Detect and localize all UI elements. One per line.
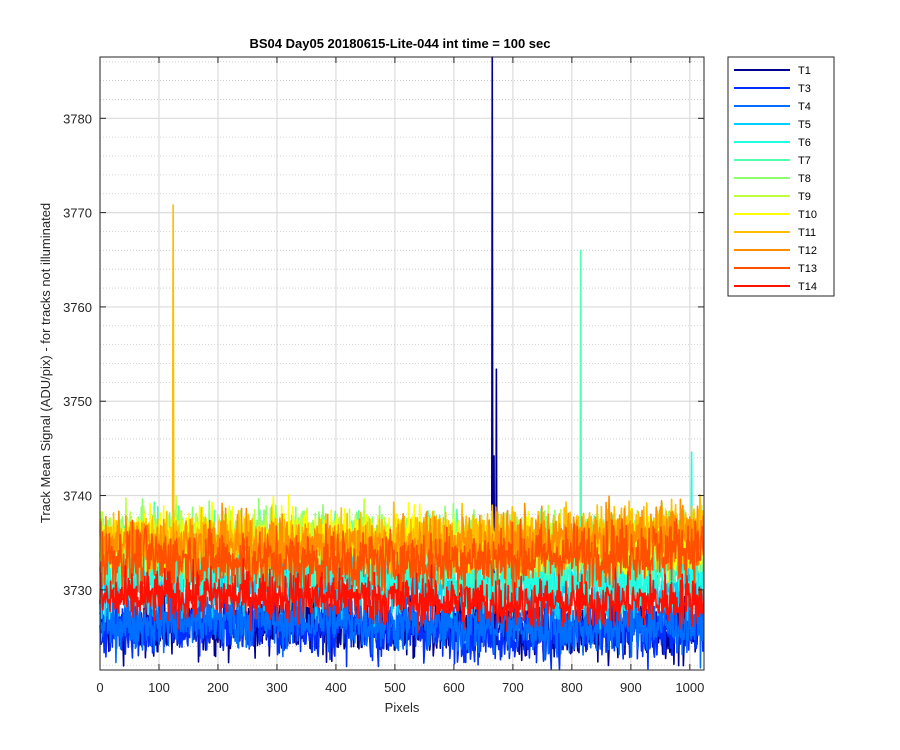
x-tick-label: 600 bbox=[443, 680, 465, 695]
x-tick-label: 1000 bbox=[675, 680, 704, 695]
legend-label-t14: T14 bbox=[798, 281, 817, 293]
legend-label-t5: T5 bbox=[798, 119, 811, 131]
axes-box bbox=[99, 56, 705, 671]
x-tick-label: 200 bbox=[207, 680, 229, 695]
legend-label-t3: T3 bbox=[798, 83, 811, 95]
x-tick-label: 500 bbox=[384, 680, 406, 695]
x-axis-label: Pixels bbox=[385, 700, 420, 715]
x-tick-label: 700 bbox=[502, 680, 524, 695]
axis-ticks: 0 100 200 300 400 500 600 700 800 900 1000 3730 3740… bbox=[63, 57, 704, 695]
x-tick-label: 100 bbox=[148, 680, 170, 695]
legend-label-t4: T4 bbox=[798, 101, 811, 113]
legend-label-t10: T10 bbox=[798, 209, 817, 221]
x-tick-label: 400 bbox=[325, 680, 347, 695]
legend-label-t9: T9 bbox=[798, 191, 811, 203]
x-tick-label: 0 bbox=[96, 680, 103, 695]
legend-label-t13: T13 bbox=[798, 263, 817, 275]
series-line-t12 bbox=[99, 495, 705, 591]
series-lines bbox=[99, 56, 705, 671]
y-tick-label: 3770 bbox=[63, 206, 92, 221]
x-tick-label: 300 bbox=[266, 680, 288, 695]
legend-label-t1: T1 bbox=[798, 65, 811, 77]
y-tick-label: 3740 bbox=[63, 489, 92, 504]
legend-label-t11: T11 bbox=[798, 227, 816, 239]
legend-label-t12: T12 bbox=[798, 245, 817, 257]
series-line-t14 bbox=[99, 557, 705, 634]
y-tick-label: 3780 bbox=[63, 111, 92, 126]
chart-title: BS04 Day05 20180615-Lite-044 int time = … bbox=[250, 36, 551, 51]
legend[interactable]: T1 T3 T4 T5 T6 T7 T8 T9 T10 T11 T12 T13 T14 bbox=[727, 56, 835, 297]
x-tick-label: 900 bbox=[620, 680, 642, 695]
x-tick-label: 800 bbox=[561, 680, 583, 695]
legend-label-t8: T8 bbox=[798, 173, 811, 185]
series-line-t13 bbox=[99, 518, 705, 602]
legend-label-t6: T6 bbox=[798, 137, 811, 149]
y-tick-label: 3750 bbox=[63, 394, 92, 409]
legend-label-t7: T7 bbox=[798, 155, 811, 167]
y-tick-label: 3760 bbox=[63, 300, 92, 315]
y-tick-label: 3730 bbox=[63, 583, 92, 598]
legend-box bbox=[727, 56, 835, 297]
y-axis-label: Track Mean Signal (ADU/pix) - for tracks… bbox=[38, 203, 53, 523]
